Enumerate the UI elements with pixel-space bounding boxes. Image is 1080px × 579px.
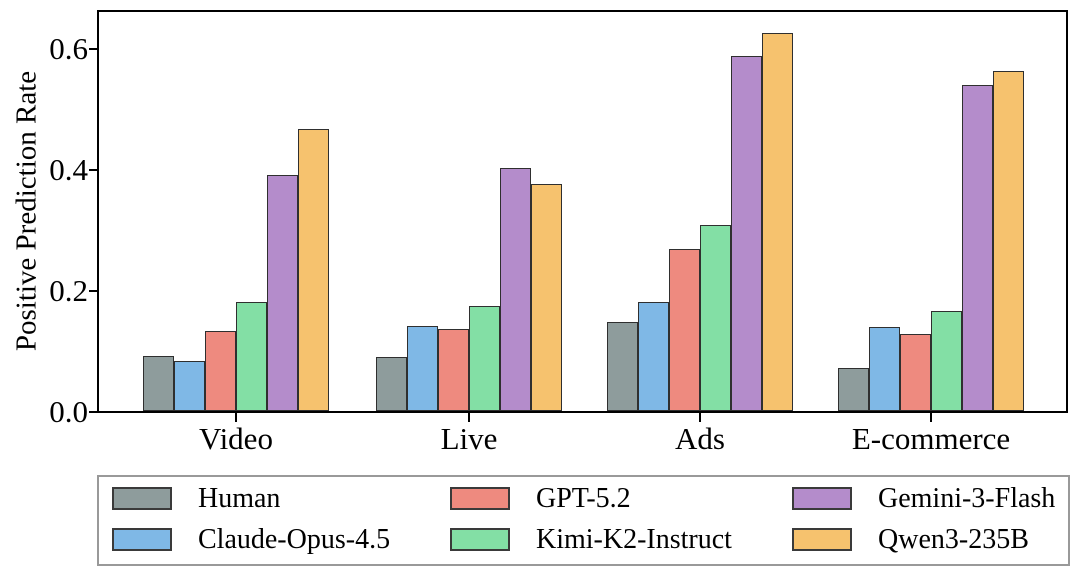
- bar-gemini-3-flash-video: [267, 175, 298, 411]
- bar-kimi-k2-instruct-live: [469, 306, 500, 411]
- legend-swatch-gpt-5-2: [450, 487, 510, 510]
- bar-claude-opus-4-5-video: [174, 361, 205, 411]
- bar-qwen3-235b-video: [298, 129, 329, 411]
- bar-qwen3-235b-live: [531, 184, 562, 411]
- y-tick-label: 0.2: [49, 273, 88, 308]
- bar-gemini-3-flash-ads: [731, 56, 762, 411]
- y-tick-label: 0.4: [49, 152, 88, 187]
- legend-swatch-gemini-3-flash: [792, 487, 852, 510]
- y-tick-label: 0.6: [49, 31, 88, 66]
- legend-label-kimi-k2-instruct: Kimi-K2-Instruct: [536, 524, 732, 555]
- bar-qwen3-235b-ads: [762, 33, 793, 411]
- bar-kimi-k2-instruct-ads: [700, 225, 731, 411]
- legend-item-gemini-3-flash: Gemini-3-Flash: [792, 483, 1056, 514]
- legend-item-human: Human: [112, 483, 281, 514]
- bar-human-ads: [607, 322, 638, 411]
- legend-label-human: Human: [198, 483, 281, 514]
- y-tick-mark: [89, 290, 97, 292]
- legend-swatch-human: [112, 487, 172, 510]
- legend-swatch-kimi-k2-instruct: [450, 528, 510, 551]
- bar-gpt-5-2-e-commerce: [900, 334, 931, 411]
- bar-human-e-commerce: [838, 368, 869, 411]
- x-axis-label-e-commerce: E-commerce: [851, 421, 1011, 456]
- legend-label-qwen3-235b: Qwen3-235B: [878, 524, 1029, 555]
- bar-gpt-5-2-live: [438, 329, 469, 411]
- bar-human-live: [376, 357, 407, 411]
- legend-item-claude-opus-4-5: Claude-Opus-4.5: [112, 524, 391, 555]
- y-tick-mark: [89, 169, 97, 171]
- legend: Human Claude-Opus-4.5 GPT-5.2 Kimi-K2-Instr…: [97, 475, 1070, 566]
- bar-kimi-k2-instruct-e-commerce: [931, 311, 962, 411]
- bar-claude-opus-4-5-e-commerce: [869, 327, 900, 411]
- plot-area: [97, 10, 1068, 413]
- x-tick-mark: [699, 413, 701, 422]
- bar-kimi-k2-instruct-video: [236, 302, 267, 411]
- bar-qwen3-235b-e-commerce: [993, 71, 1024, 411]
- bar-claude-opus-4-5-ads: [638, 302, 669, 411]
- legend-item-gpt-5-2: GPT-5.2: [450, 483, 631, 514]
- x-axis-label-live: Live: [440, 421, 498, 456]
- y-tick-mark: [89, 48, 97, 50]
- x-tick-mark: [468, 413, 470, 422]
- x-tick-mark: [930, 413, 932, 422]
- x-axis-label-ads: Ads: [675, 421, 725, 456]
- legend-label-gemini-3-flash: Gemini-3-Flash: [878, 483, 1056, 514]
- bar-gemini-3-flash-e-commerce: [962, 85, 993, 411]
- bar-gpt-5-2-video: [205, 331, 236, 411]
- bar-human-video: [143, 356, 174, 411]
- legend-item-kimi-k2-instruct: Kimi-K2-Instruct: [450, 524, 732, 555]
- legend-swatch-claude-opus-4-5: [112, 528, 172, 551]
- bar-gpt-5-2-ads: [669, 249, 700, 411]
- bar-gemini-3-flash-live: [500, 168, 531, 411]
- x-axis-label-video: Video: [199, 421, 273, 456]
- x-tick-mark: [235, 413, 237, 422]
- legend-label-claude-opus-4-5: Claude-Opus-4.5: [198, 524, 391, 555]
- y-tick-mark: [89, 411, 97, 413]
- bar-claude-opus-4-5-live: [407, 326, 438, 411]
- y-tick-label: 0.0: [49, 394, 88, 429]
- legend-item-qwen3-235b: Qwen3-235B: [792, 524, 1029, 555]
- legend-label-gpt-5-2: GPT-5.2: [536, 483, 631, 514]
- legend-swatch-qwen3-235b: [792, 528, 852, 551]
